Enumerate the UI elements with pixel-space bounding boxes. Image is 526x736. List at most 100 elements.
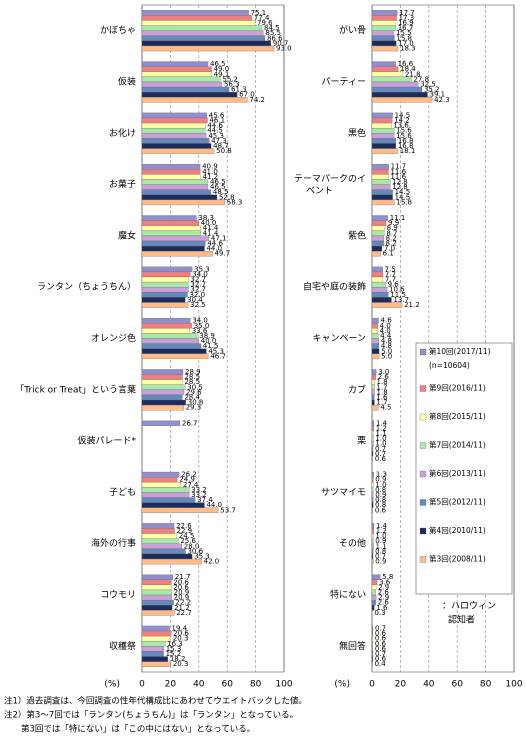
bar: [141, 76, 221, 83]
bar: [141, 220, 199, 226]
value-label: 24.9: [179, 476, 195, 484]
category-label: その他: [339, 537, 366, 549]
category-label: 自宅や庭の装飾: [303, 281, 366, 293]
legend-label: 第4回(2010/11): [429, 525, 486, 535]
bar: [371, 169, 389, 175]
value-label: 49.1: [214, 70, 230, 78]
value-label: 0.9: [375, 537, 386, 545]
bar: [371, 61, 396, 67]
value-label: 0.4: [375, 660, 387, 668]
value-label: 33.6: [192, 327, 208, 335]
x-tick-label: 80: [250, 680, 262, 690]
category-label: 紫色: [348, 229, 366, 241]
value-label: 44.6: [207, 240, 223, 248]
value-label: 1.0: [375, 481, 386, 489]
value-label: 1.6: [376, 393, 388, 401]
bar: [141, 420, 181, 426]
x-tick-label: 20: [395, 680, 407, 690]
bar: [371, 71, 404, 78]
value-label: 79.6: [257, 19, 273, 27]
value-label: 49.7: [215, 250, 231, 258]
bar: [371, 245, 383, 252]
value-label: 20.9: [174, 594, 190, 602]
bar: [141, 292, 188, 298]
bar: [141, 297, 186, 303]
bar: [371, 66, 399, 72]
value-label: 47.3: [211, 137, 227, 145]
bar: [371, 584, 377, 591]
value-label: 0.9: [375, 558, 386, 566]
value-label: 26.7: [182, 419, 198, 427]
value-label: 3.0: [378, 368, 389, 376]
value-label: 0.6: [375, 506, 387, 514]
value-label: 18.3: [400, 45, 416, 53]
bar: [141, 584, 172, 591]
bar: [141, 610, 175, 616]
value-label: 30.4: [187, 296, 203, 304]
value-label: 9.9: [388, 219, 399, 227]
value-label: 41.4: [203, 229, 219, 237]
bar: [141, 138, 210, 144]
x-tick-label: 20: [165, 680, 177, 690]
bar: [141, 328, 190, 334]
value-label: 32.0: [189, 291, 205, 299]
bar: [371, 81, 419, 88]
bar: [141, 492, 190, 498]
bar: [371, 482, 374, 488]
value-label: 0.6: [375, 455, 387, 463]
legend-note: (n=10604): [429, 361, 470, 370]
value-label: 47.1: [211, 234, 227, 242]
bar: [141, 374, 183, 380]
bar: [141, 61, 209, 67]
bar: [371, 230, 385, 237]
legend-swatch: [419, 413, 427, 421]
bar: [141, 225, 201, 231]
bar: [141, 35, 266, 42]
value-label: 35.2: [424, 86, 440, 94]
value-label: 4.0: [380, 322, 391, 330]
value-label: 11.7: [391, 163, 407, 171]
bar: [371, 651, 374, 657]
bar: [371, 317, 379, 324]
bar: [371, 10, 398, 16]
bar: [371, 148, 398, 154]
value-label: 1.7: [376, 383, 387, 391]
bar: [141, 15, 253, 21]
value-label: 1.1: [376, 542, 387, 550]
bar: [371, 220, 387, 226]
bar: [371, 287, 388, 293]
legend-label: 第3回(2008/11): [429, 554, 486, 564]
bar: [141, 646, 164, 652]
bar: [141, 605, 173, 611]
value-label: 45.6: [209, 111, 225, 119]
bar: [371, 35, 395, 42]
bar: [371, 333, 379, 339]
value-label: 38.9: [199, 332, 215, 340]
value-label: 77.4: [254, 14, 270, 22]
bar: [371, 15, 397, 21]
value-label: 0.6: [375, 630, 387, 638]
value-label: 46.5: [210, 178, 226, 186]
bar: [371, 399, 375, 406]
bar: [141, 215, 197, 221]
value-label: 15.8: [396, 198, 412, 206]
value-label: 49.0: [214, 65, 230, 73]
value-label: 40.0: [201, 337, 217, 345]
bar: [141, 143, 212, 149]
bar: [371, 112, 393, 119]
bar: [141, 543, 182, 549]
category-label: 子ども: [109, 487, 136, 498]
value-label: 41.2: [203, 173, 219, 181]
legend-label: 第9回(2016/11): [429, 383, 486, 393]
value-label: 39.1: [430, 91, 446, 99]
bar: [141, 553, 193, 560]
x-tick-label: 60: [221, 680, 233, 690]
legend-swatch: [419, 348, 427, 356]
bar: [371, 594, 377, 601]
value-label: 14.2: [394, 117, 410, 125]
value-label: 0.9: [375, 476, 386, 484]
legend-label: 第7回(2014/11): [429, 440, 486, 450]
value-label: 32.5: [190, 301, 206, 309]
bar: [141, 302, 189, 308]
bar: [371, 641, 374, 647]
